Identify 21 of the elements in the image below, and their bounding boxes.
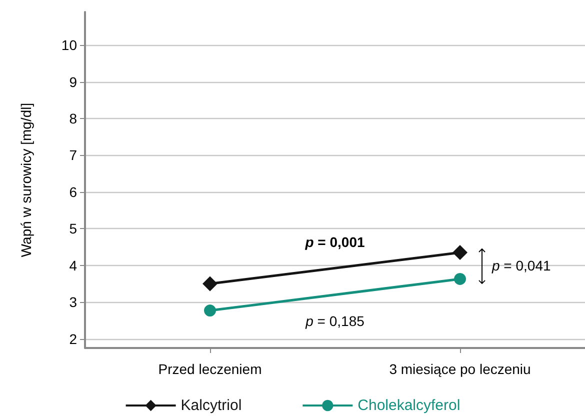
x-tick-label: Przed leczeniem xyxy=(158,361,262,377)
annotation: p = 0,001 xyxy=(304,234,365,250)
y-tick-label: 10 xyxy=(61,37,78,54)
point xyxy=(452,245,468,260)
y-tick-label: 9 xyxy=(69,74,78,90)
legend-label: Cholekalcyferol xyxy=(358,397,460,414)
y-tick-label: 6 xyxy=(69,184,78,200)
point xyxy=(454,272,466,285)
y-tick-label: 5 xyxy=(69,220,78,237)
point xyxy=(204,304,216,317)
x-tick-label: 3 miesiące po leczeniu xyxy=(389,361,531,377)
y-tick-label: 2 xyxy=(69,330,78,347)
annotation: p = 0,185 xyxy=(304,312,365,329)
y-axis-title: Wapń w surowicy [mg/dl] xyxy=(18,102,34,258)
y-tick-label: 3 xyxy=(69,294,78,310)
y-tick-label: 7 xyxy=(69,147,78,164)
y-tick-label: 8 xyxy=(69,110,78,126)
annotation: p = 0,041 xyxy=(491,258,551,274)
point xyxy=(202,276,218,292)
y-tick-label: 4 xyxy=(69,257,78,274)
legend-label: Kalcytriol xyxy=(180,397,242,414)
